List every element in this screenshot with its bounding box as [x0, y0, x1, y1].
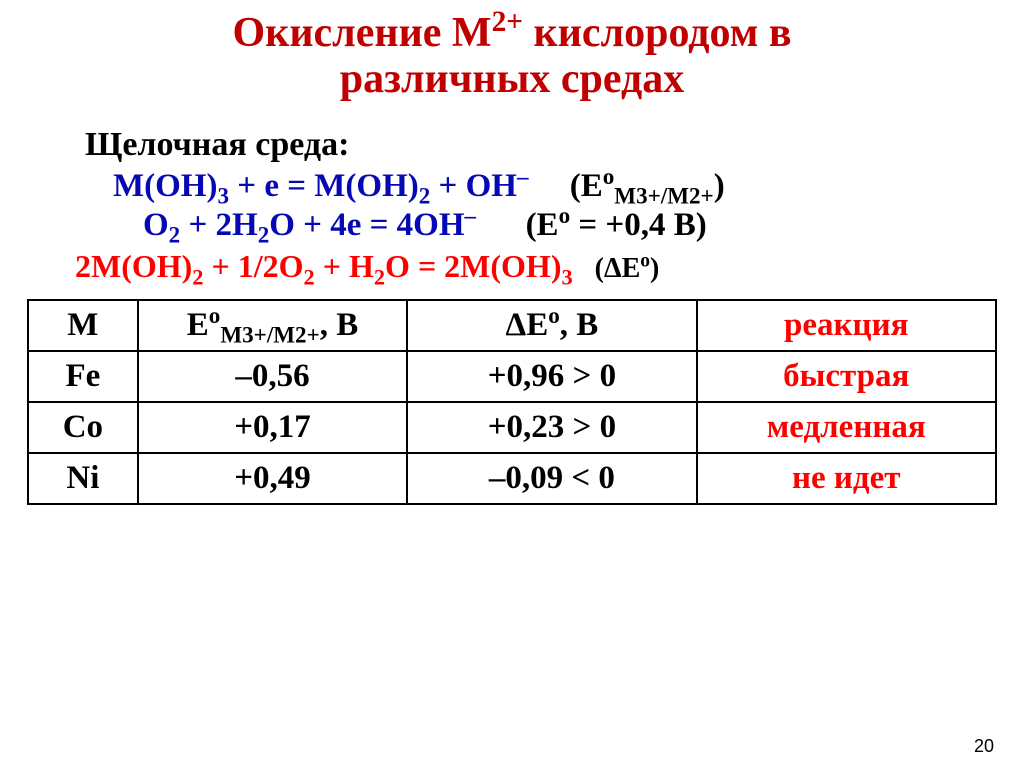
cell-de: +0,96 > 0 [407, 351, 696, 402]
title-part2: кислородом в [523, 10, 792, 56]
th-e: EoM3+/M2+, В [138, 300, 408, 351]
eq3-o2: 2 [304, 265, 315, 290]
cell-de: +0,23 > 0 [407, 402, 696, 453]
table-row: Ni +0,49 –0,09 < 0 не идет [28, 453, 996, 504]
eq1-pair: M3+/M2+ [614, 183, 713, 209]
eq1-sub2: 2 [419, 183, 431, 209]
title-part1: Окисление М [232, 10, 491, 56]
eq3-plus: + 1/2O [204, 248, 304, 284]
cell-e: –0,56 [138, 351, 408, 402]
cell-m: Fe [28, 351, 138, 402]
table-header-row: M EoM3+/M2+, В ΔEo, В реакция [28, 300, 996, 351]
slide-title: Окисление М2+ кислородом в различных сре… [25, 10, 999, 102]
eq3-E: E [622, 253, 641, 284]
eq1-o: o [603, 163, 615, 189]
eq3-left: 2M(OH) [75, 248, 192, 284]
eq1-E: E [581, 168, 603, 204]
eq3-s2: 2 [192, 265, 203, 290]
table-row: Fe –0,56 +0,96 > 0 быстрая [28, 351, 996, 402]
th-de-E: E [526, 307, 548, 343]
th-e-o: o [209, 302, 221, 328]
eq2-rhs: O + 4e = 4OH [269, 207, 464, 243]
cell-reaction: быстрая [697, 351, 997, 402]
cell-reaction: не идет [697, 453, 997, 504]
eq2-spacer: (E [484, 207, 558, 243]
subtitle: Щелочная среда: [85, 126, 999, 164]
eq1-mid: + e = M(OH) [229, 168, 419, 204]
eq2-sub2a: 2 [258, 222, 270, 248]
cell-m: Co [28, 402, 138, 453]
th-de: ΔEo, В [407, 300, 696, 351]
eq2-two: 2 [169, 222, 181, 248]
th-e-unit: , В [320, 307, 359, 343]
eq3-o: o [640, 251, 650, 272]
th-de-unit: , В [560, 307, 599, 343]
eq3-h2: 2 [374, 265, 385, 290]
eq3-oeq: O = 2M(OH) [385, 248, 561, 284]
cell-e: +0,49 [138, 453, 408, 504]
cell-de: –0,09 < 0 [407, 453, 696, 504]
th-de-delta: Δ [506, 307, 527, 343]
eq1-sub3: 3 [217, 183, 229, 209]
equation-2: O2 + 2H2O + 4e = 4OH– (Eo = +0,4 В) [143, 207, 999, 244]
cell-reaction: медленная [697, 402, 997, 453]
data-table: M EoM3+/M2+, В ΔEo, В реакция Fe –0,56 +… [27, 299, 997, 505]
eq3-plus2: + H [315, 248, 374, 284]
eq2-val: = +0,4 В) [570, 207, 707, 243]
equation-1: M(OH)3 + e = M(OH)2 + OH– (EoM3+/M2+) [113, 168, 999, 205]
eq3-s3: 3 [561, 265, 572, 290]
cell-m: Ni [28, 453, 138, 504]
th-e-pair: M3+/M2+ [220, 322, 319, 348]
eq2-o: o [559, 202, 571, 228]
th-de-o: o [548, 302, 560, 328]
cell-e: +0,17 [138, 402, 408, 453]
title-sup: 2+ [492, 6, 523, 38]
th-m: M [28, 300, 138, 351]
eq1-spacer: ( [537, 168, 581, 204]
eq3-delta: Δ [604, 253, 622, 284]
table-row: Co +0,17 +0,23 > 0 медленная [28, 402, 996, 453]
eq1-lhs: M(OH) [113, 168, 217, 204]
th-reaction: реакция [697, 300, 997, 351]
equation-3: 2M(OH)2 + 1/2O2 + H2O = 2M(OH)3 (ΔEo) [75, 248, 999, 285]
eq3-spacer: ( [581, 253, 604, 284]
eq1-minus: – [517, 163, 529, 189]
page-number: 20 [974, 736, 994, 757]
th-e-pre: E [187, 307, 209, 343]
eq3-close: ) [650, 253, 659, 284]
eq2-minus: – [465, 202, 477, 228]
eq1-rhs: + OH [430, 168, 517, 204]
eq2-O: O [143, 207, 169, 243]
eq2-h2o: + 2H [180, 207, 257, 243]
eq1-close: ) [714, 168, 725, 204]
title-line2: различных средах [340, 56, 685, 102]
